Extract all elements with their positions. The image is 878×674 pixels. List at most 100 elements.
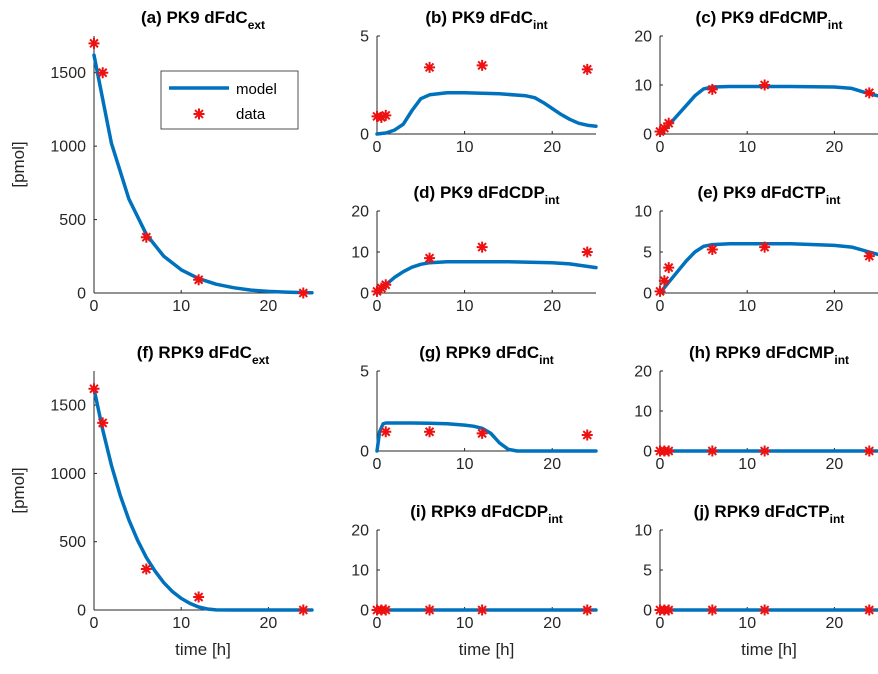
legend-data-label: data [236, 106, 266, 123]
data-point [706, 83, 718, 95]
y-tick-label: 1500 [50, 65, 86, 82]
data-point [663, 262, 675, 274]
x-tick-label: 0 [656, 139, 665, 156]
x-tick-label: 20 [826, 456, 844, 473]
y-tick-label: 0 [643, 444, 652, 461]
y-tick-label: 0 [360, 286, 369, 303]
data-point [863, 445, 875, 457]
data-point [759, 604, 771, 616]
y-tick-label: 0 [360, 444, 369, 461]
subplot-title: (j) RPK9 dFdCTPint [694, 502, 845, 526]
y-tick-label: 10 [634, 78, 652, 95]
y-tick-label: 0 [643, 603, 652, 620]
data-point [581, 429, 593, 441]
data-point [97, 67, 109, 79]
data-point [581, 246, 593, 258]
subplot-title: (i) RPK9 dFdCDPint [410, 502, 563, 526]
data-point [193, 274, 205, 286]
data-point [658, 122, 670, 134]
data-point [88, 383, 100, 395]
x-axis-label: time [h] [741, 640, 797, 659]
legend-box [160, 70, 299, 130]
y-tick-label: 0 [360, 603, 369, 620]
x-tick-label: 10 [738, 298, 756, 315]
x-tick-label: 20 [826, 298, 844, 315]
x-tick-label: 10 [456, 139, 474, 156]
x-tick-label: 10 [456, 298, 474, 315]
subplot-h: 0 10 20 0 10 20 (h) RPK9 dFdCMPint [634, 343, 878, 473]
x-tick-label: 0 [373, 615, 382, 632]
title-subscript: ext [248, 18, 265, 32]
subplot-title: (d) PK9 dFdCDPint [414, 183, 560, 207]
title-subscript: int [548, 512, 563, 526]
x-axis-label: time [h] [459, 640, 515, 659]
title-subscript: int [545, 193, 560, 207]
model-line [375, 421, 598, 453]
x-tick-label: 0 [373, 139, 382, 156]
subplot-i: 0 10 20 0 10 20 (i) RPK9 dFdCDPint time [h] [351, 502, 598, 659]
data-point [863, 250, 875, 262]
x-tick-label: 20 [826, 139, 844, 156]
data-point [706, 244, 718, 256]
data-point [380, 279, 392, 291]
title-main: (i) RPK9 dFdCDP [410, 502, 548, 521]
data-point [140, 231, 152, 243]
data-point [759, 79, 771, 91]
title-main: (d) PK9 dFdCDP [414, 183, 545, 202]
x-tick-label: 20 [543, 139, 561, 156]
subplot-title: (c) PK9 dFdCMPint [696, 8, 843, 32]
data-point [654, 285, 666, 297]
y-tick-label: 10 [634, 204, 652, 221]
data-point [476, 427, 488, 439]
y-axis-label: [pmol] [9, 141, 28, 187]
data-point [424, 426, 436, 438]
data-point [380, 604, 392, 616]
data-point [759, 445, 771, 457]
x-tick-label: 20 [826, 615, 844, 632]
title-main: (b) PK9 dFdC [425, 8, 533, 27]
x-tick-label: 10 [738, 615, 756, 632]
x-tick-label: 10 [172, 615, 190, 632]
data-point [863, 604, 875, 616]
subplot-d: 0 10 20 0 10 20 (d) PK9 dFdCDPint [351, 183, 598, 315]
title-main: (h) RPK9 dFdCMP [689, 343, 834, 362]
y-tick-label: 500 [59, 212, 86, 229]
data-point [658, 275, 670, 287]
subplot-e: 0 10 20 0 5 10 (e) PK9 dFdCTPint [634, 183, 878, 315]
model-line [375, 91, 598, 136]
subplot-title: (e) PK9 dFdCTPint [697, 183, 840, 207]
title-main: (f) RPK9 dFdC [137, 343, 252, 362]
legend: model data [160, 70, 299, 130]
data-point [380, 109, 392, 121]
title-main: (a) PK9 dFdC [141, 8, 248, 27]
y-tick-label: 5 [360, 29, 369, 46]
model-line [658, 242, 878, 295]
y-tick-label: 20 [351, 523, 369, 540]
data-point [476, 241, 488, 253]
y-tick-label: 1000 [50, 139, 86, 156]
data-point [476, 59, 488, 71]
model-line [375, 260, 598, 295]
data-point [297, 287, 309, 299]
title-subscript: int [533, 18, 548, 32]
title-subscript: int [826, 193, 841, 207]
x-tick-label: 0 [656, 615, 665, 632]
subplot-j: 0 10 20 0 5 10 (j) RPK9 dFdCTPint time [h] [634, 502, 878, 659]
x-tick-label: 20 [260, 615, 278, 632]
y-tick-label: 1000 [50, 466, 86, 483]
data-point [193, 591, 205, 603]
data-point [424, 61, 436, 73]
subplot-title: (f) RPK9 dFdCext [137, 343, 270, 367]
y-tick-label: 10 [634, 523, 652, 540]
y-axis-label: [pmol] [9, 467, 28, 513]
data-point [297, 604, 309, 616]
subplot-g: 0 10 20 0 5 (g) RPK9 dFdCint [360, 343, 598, 473]
x-tick-label: 0 [373, 456, 382, 473]
y-tick-label: 5 [360, 364, 369, 381]
x-tick-label: 0 [656, 298, 665, 315]
x-tick-label: 20 [260, 298, 278, 315]
x-axis-label: time [h] [175, 640, 231, 659]
title-main: (c) PK9 dFdCMP [696, 8, 828, 27]
data-point [663, 604, 675, 616]
